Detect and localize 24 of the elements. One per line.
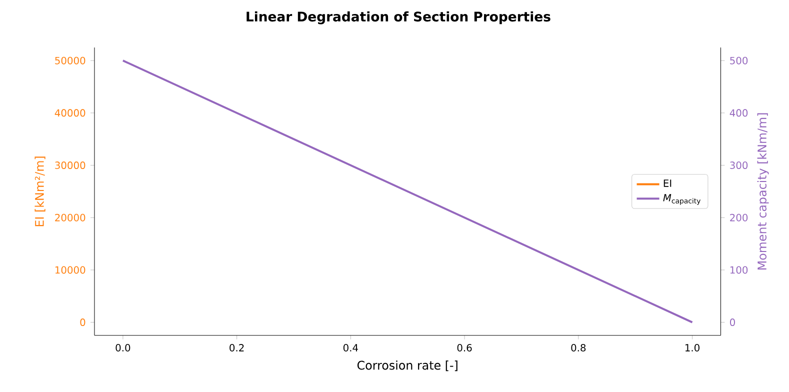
- x-tick-label: 0.2: [230, 344, 244, 352]
- legend-label: M$_{capacity}$: [663, 194, 700, 205]
- chart-title: Linear Degradation of Section Properties: [246, 11, 550, 24]
- x-tick-label: 1.0: [686, 344, 700, 352]
- x-tick-label: 0.8: [571, 344, 586, 352]
- y-tick-label: 50000: [55, 56, 86, 64]
- y2-tick-label: 0: [730, 318, 735, 326]
- y-axis-title: EI [kNm²/m]: [34, 156, 46, 226]
- y2-tick-label: 200: [730, 214, 748, 222]
- y2-axis-title: Moment capacity [kNm/m]: [757, 113, 769, 270]
- legend-label: EI: [664, 180, 672, 187]
- y2-tick-label: 400: [730, 109, 748, 117]
- x-tick-label: 0.0: [116, 344, 130, 352]
- y2-tick-label: 300: [730, 162, 748, 170]
- y-tick-label: 20000: [55, 214, 86, 222]
- y2-tick-label: 100: [730, 266, 748, 274]
- x-tick-label: 0.4: [343, 344, 358, 352]
- y-tick-label: 30000: [55, 162, 86, 170]
- y-tick-label: 0: [80, 318, 86, 326]
- y-tick-label: 10000: [55, 266, 86, 274]
- y2-tick-label: 500: [730, 56, 748, 64]
- x-axis-title: Corrosion rate [-]: [357, 360, 458, 372]
- y-tick-label: 40000: [54, 109, 86, 117]
- x-tick-label: 0.6: [457, 344, 472, 352]
